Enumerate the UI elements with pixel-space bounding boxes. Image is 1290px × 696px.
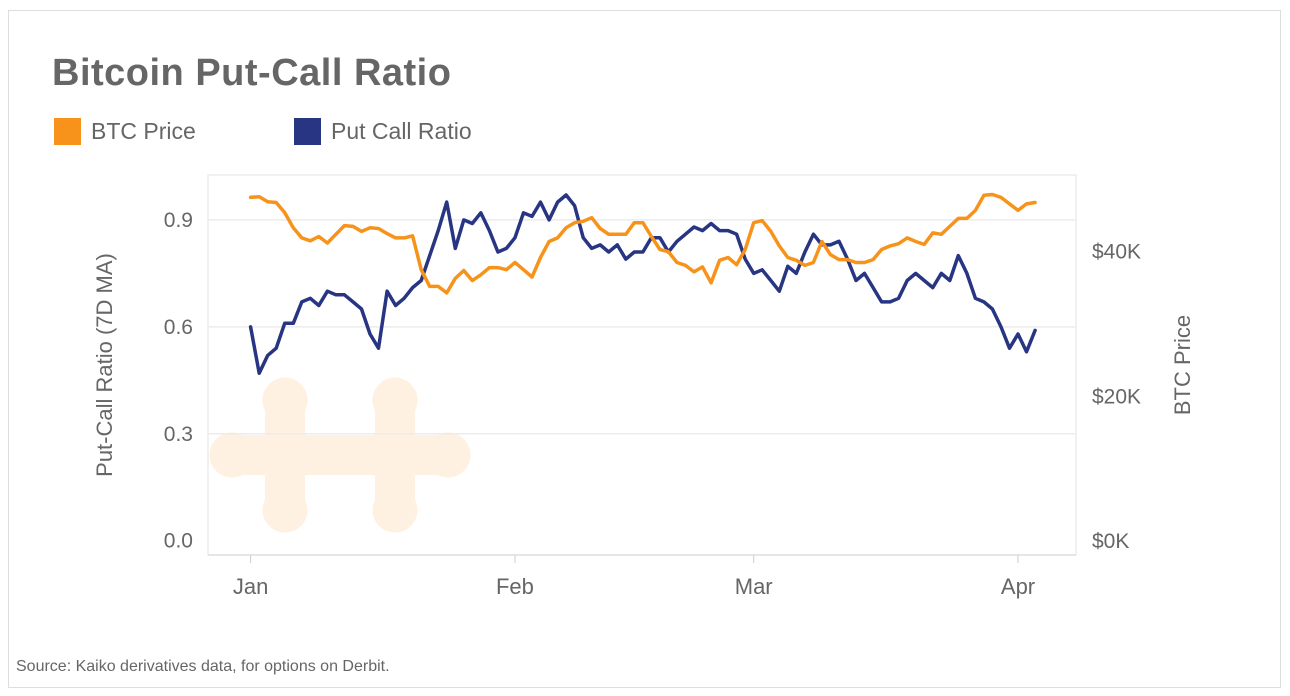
- x-tick-label: Mar: [735, 574, 773, 599]
- chart-title: Bitcoin Put-Call Ratio: [52, 52, 452, 94]
- put-call-ratio-line: [248, 193, 1037, 375]
- left-tick-label: 0.9: [164, 209, 193, 232]
- left-tick-label: 0.6: [164, 316, 193, 339]
- left-axis-title: Put-Call Ratio (7D MA): [92, 253, 117, 477]
- right-tick-label: $20K: [1092, 385, 1141, 408]
- btc-price-line: [248, 192, 1037, 295]
- right-axis-title: BTC Price: [1170, 315, 1195, 415]
- left-tick-label: 0.3: [164, 423, 193, 446]
- legend-swatch-btc: [54, 118, 81, 145]
- chart-card: [8, 10, 1281, 688]
- x-tick-label: Apr: [1001, 574, 1035, 599]
- legend-label: Put Call Ratio: [331, 118, 472, 144]
- legend-swatch-pcr: [294, 118, 321, 145]
- x-tick-label: Feb: [496, 574, 534, 599]
- right-tick-label: $40K: [1092, 241, 1141, 264]
- source-note: Source: Kaiko derivatives data, for opti…: [16, 658, 390, 675]
- legend-item-btc-price[interactable]: BTC Price: [54, 118, 196, 145]
- kaiko-logo-watermark: [209, 377, 471, 533]
- legend-label: BTC Price: [91, 118, 196, 144]
- left-tick-label: 0.0: [164, 530, 193, 553]
- right-tick-label: $0K: [1092, 530, 1129, 553]
- legend-item-put-call-ratio[interactable]: Put Call Ratio: [294, 118, 472, 145]
- x-tick-label: Jan: [233, 574, 268, 599]
